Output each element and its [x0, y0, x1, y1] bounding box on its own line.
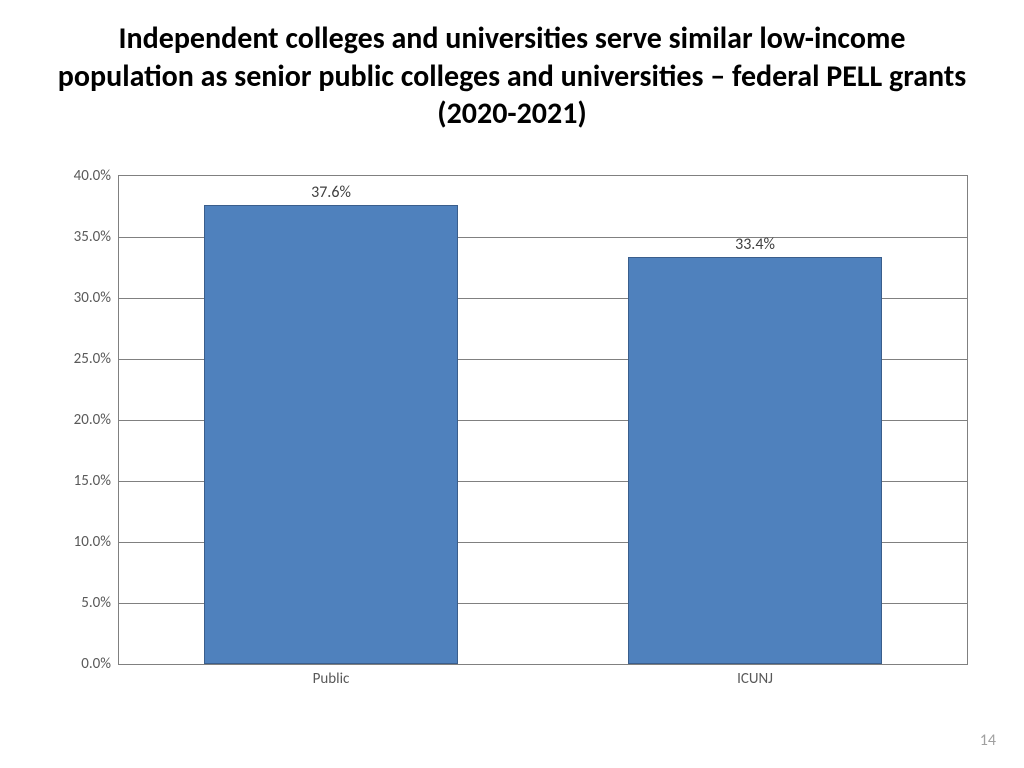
y-axis-tick: 0.0%: [81, 655, 111, 673]
y-axis-tick: 35.0%: [74, 228, 111, 246]
bar-value-label: 37.6%: [311, 183, 351, 202]
page-number: 14: [980, 731, 996, 750]
y-axis-tick: 10.0%: [74, 533, 111, 551]
slide-title: Independent colleges and universities se…: [0, 0, 1024, 143]
y-axis-tick: 25.0%: [74, 350, 111, 368]
bar-public: 37.6%: [204, 205, 458, 664]
x-axis-tick: Public: [313, 670, 350, 688]
y-axis-tick: 20.0%: [74, 411, 111, 429]
x-axis-tick: ICUNJ: [737, 670, 773, 688]
plot-area: 0.0%5.0%10.0%15.0%20.0%25.0%30.0%35.0%40…: [118, 175, 968, 665]
bar-value-label: 33.4%: [735, 235, 775, 254]
bar-icunj: 33.4%: [628, 257, 882, 664]
bar-chart: 0.0% 5.0% 10.0% 15.0% 20.0% 25.0% 30.0% 35.0% 40…: [48, 165, 978, 705]
y-axis-tick: 30.0%: [74, 289, 111, 307]
y-axis-tick: 5.0%: [81, 594, 111, 612]
y-axis-tick: 15.0%: [74, 472, 111, 490]
y-axis-tick: 40.0%: [74, 167, 111, 185]
